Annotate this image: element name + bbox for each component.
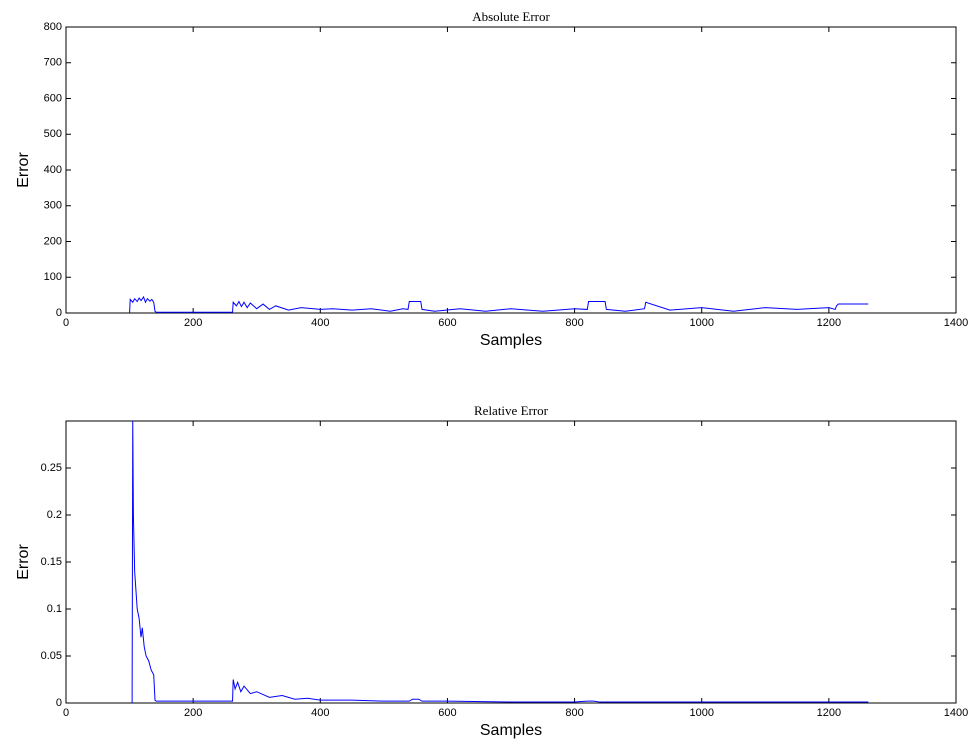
- data-line: [131, 421, 869, 703]
- x-tick-label: 600: [438, 317, 456, 329]
- x-tick-label: 1200: [817, 317, 841, 329]
- x-tick-label: 1000: [689, 317, 713, 329]
- y-tick-label: 0: [56, 307, 62, 319]
- x-axis-label: Samples: [480, 722, 542, 739]
- x-tick-label: 1400: [944, 707, 968, 719]
- x-tick-label: 800: [565, 707, 583, 719]
- y-tick-label: 200: [44, 235, 62, 247]
- x-tick-label: 0: [63, 317, 69, 329]
- y-axis-label: Error: [15, 152, 32, 188]
- x-tick-label: 400: [311, 317, 329, 329]
- x-tick-label: 800: [565, 317, 583, 329]
- y-tick-label: 0.1: [47, 603, 62, 615]
- x-tick-label: 1200: [817, 707, 841, 719]
- x-tick-label: 400: [311, 707, 329, 719]
- y-tick-label: 100: [44, 271, 62, 283]
- x-tick-label: 200: [184, 317, 202, 329]
- y-tick-label: 600: [44, 92, 62, 104]
- x-tick-label: 200: [184, 707, 202, 719]
- y-tick-label: 0.05: [41, 650, 62, 662]
- x-tick-label: 1000: [689, 707, 713, 719]
- y-tick-label: 0: [56, 697, 62, 709]
- data-line: [129, 295, 869, 313]
- y-tick-label: 400: [44, 164, 62, 176]
- chart-title: Relative Error: [474, 403, 549, 418]
- x-tick-label: 0: [63, 707, 69, 719]
- y-axis-label: Error: [15, 544, 32, 580]
- y-tick-label: 500: [44, 128, 62, 140]
- y-tick-label: 700: [44, 57, 62, 69]
- x-tick-label: 1400: [944, 317, 968, 329]
- chart-title: Absolute Error: [472, 9, 550, 24]
- plot-area: [65, 420, 957, 704]
- x-tick-label: 600: [438, 707, 456, 719]
- y-tick-label: 300: [44, 200, 62, 212]
- plot-area: [65, 26, 957, 314]
- x-axis-label: Samples: [480, 332, 542, 349]
- y-tick-label: 0.15: [41, 556, 62, 568]
- y-tick-label: 800: [44, 21, 62, 33]
- y-tick-label: 0.25: [41, 462, 62, 474]
- y-tick-label: 0.2: [47, 509, 62, 521]
